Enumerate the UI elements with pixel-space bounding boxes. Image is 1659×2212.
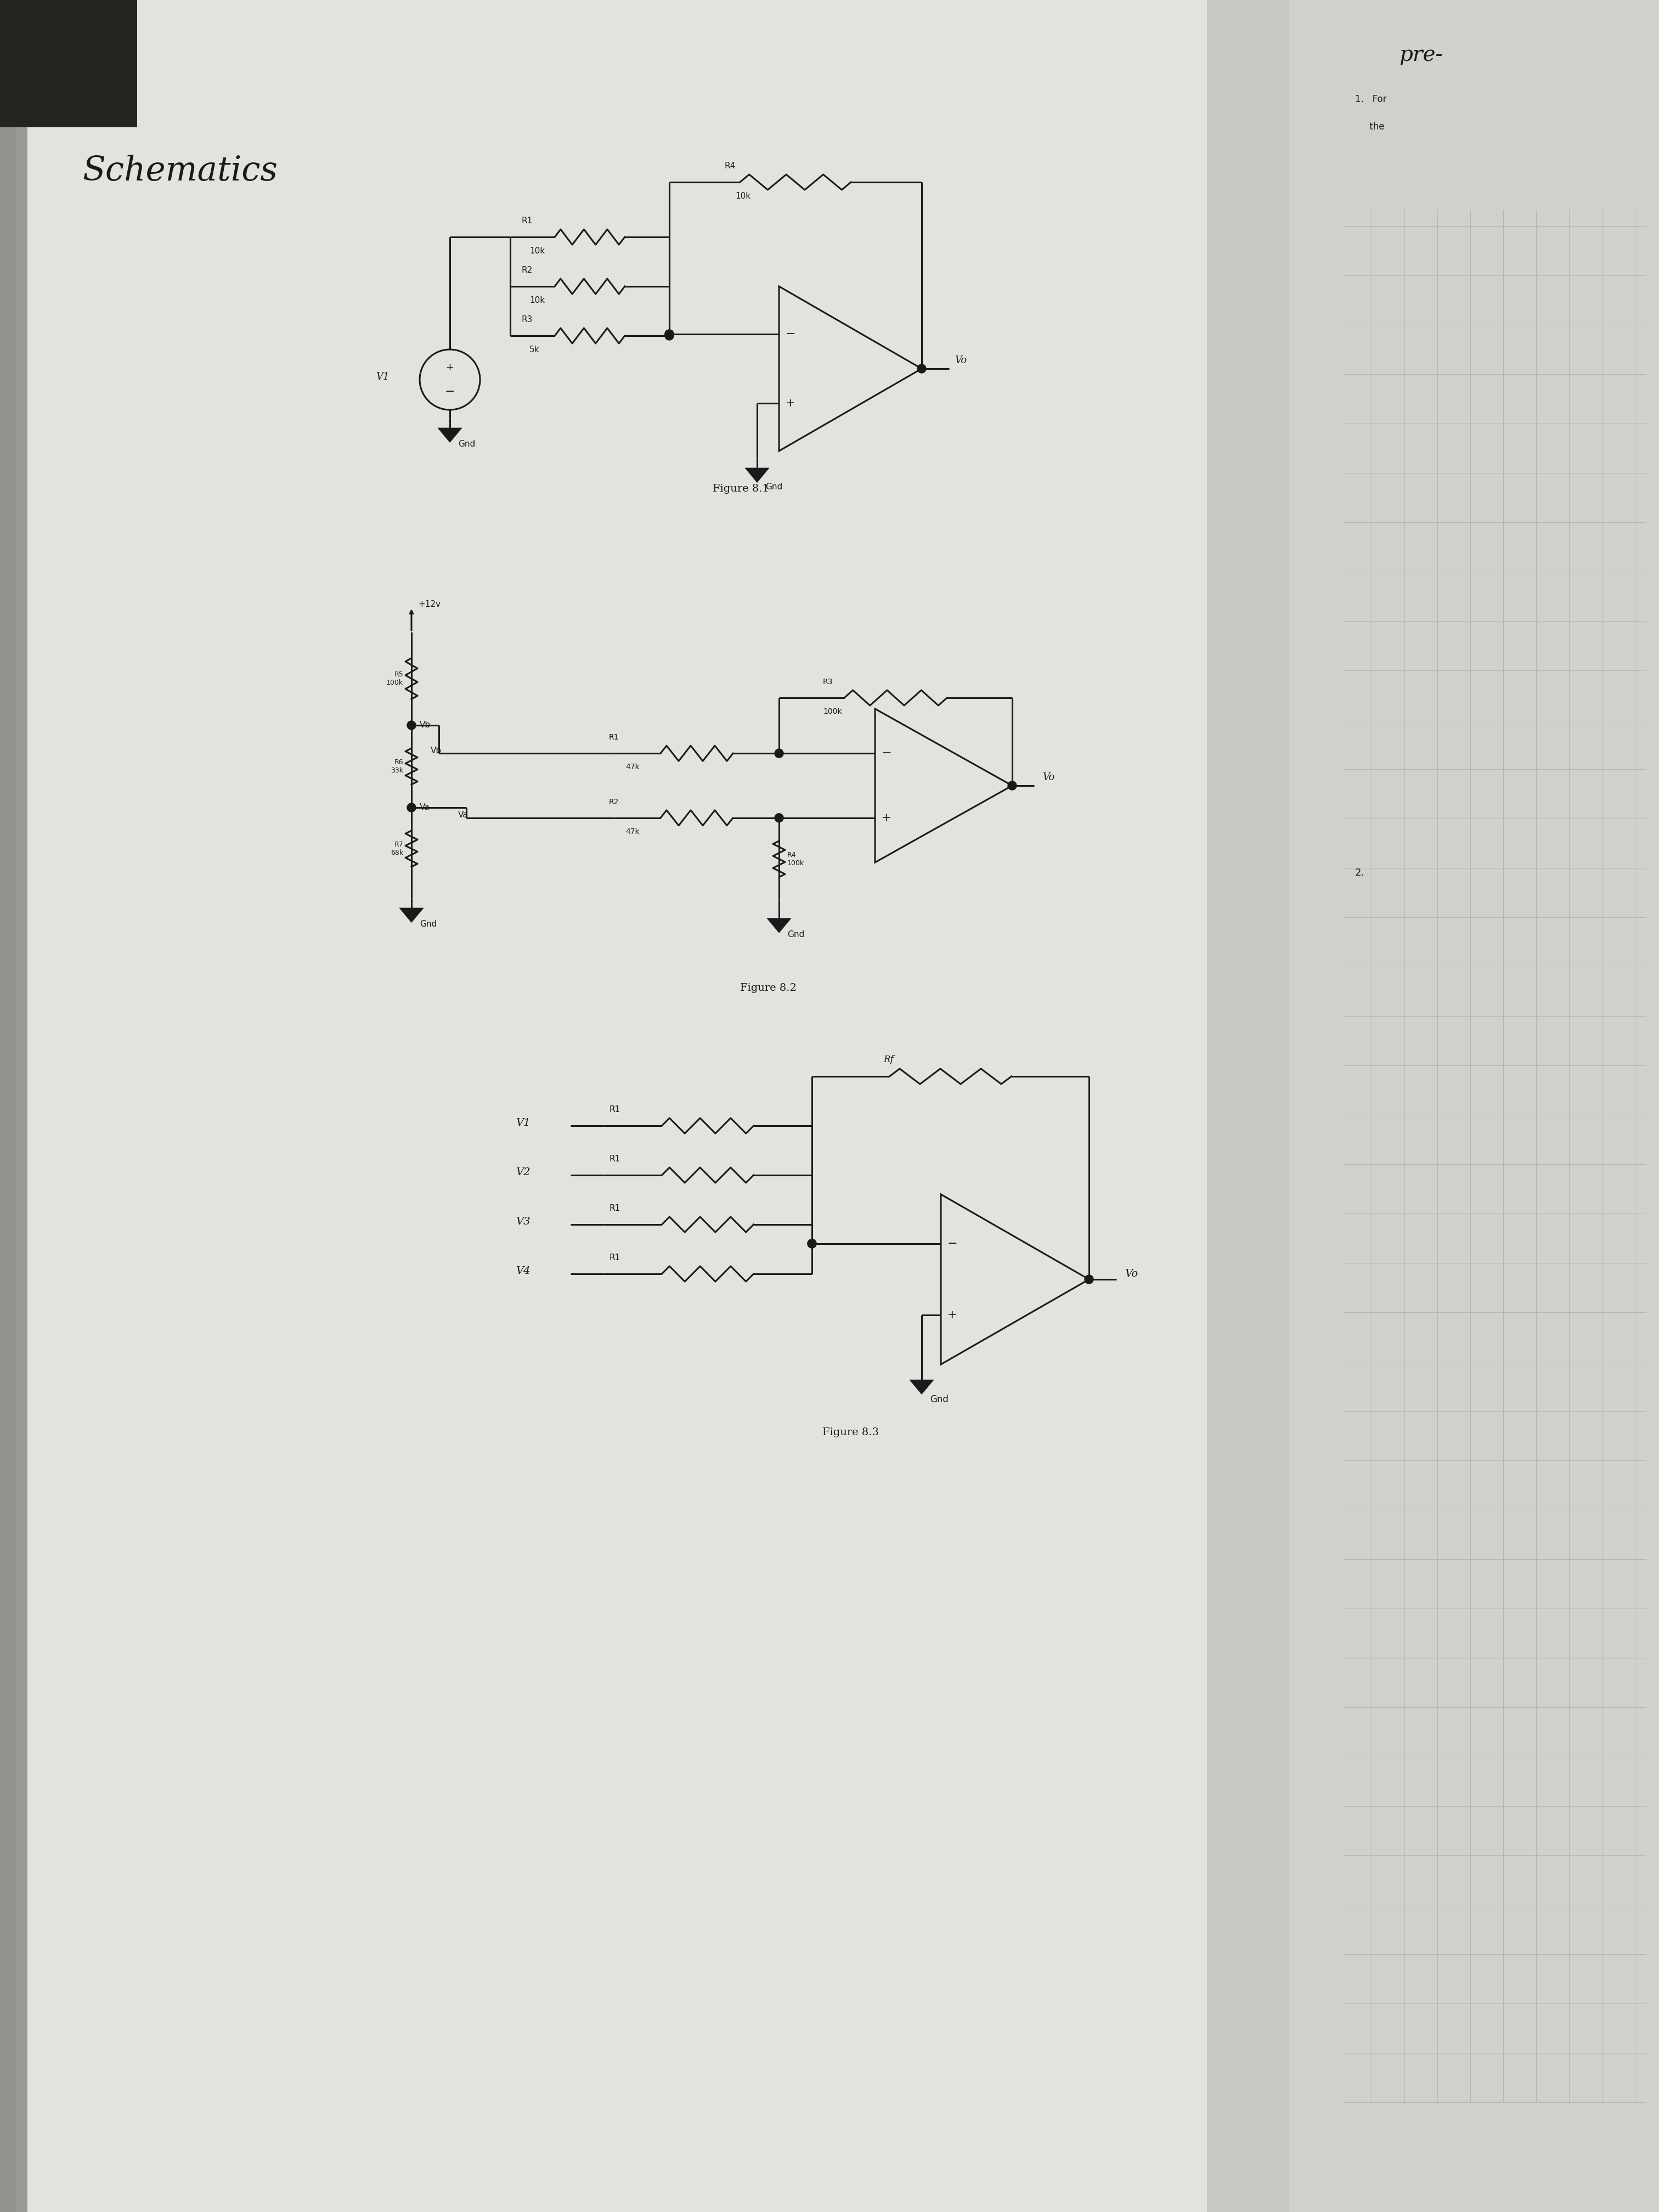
Text: V1: V1: [377, 372, 390, 383]
Text: Vb: Vb: [420, 721, 431, 730]
Text: Gnd: Gnd: [420, 920, 436, 929]
Text: −: −: [445, 387, 455, 398]
Circle shape: [665, 330, 674, 338]
Text: Gnd: Gnd: [931, 1394, 949, 1405]
Text: V1: V1: [516, 1117, 531, 1128]
Text: the: the: [1355, 122, 1384, 133]
Text: pre-: pre-: [1399, 44, 1443, 66]
Text: Gnd: Gnd: [458, 440, 474, 449]
Polygon shape: [909, 1380, 934, 1394]
Polygon shape: [400, 907, 423, 922]
Text: R1: R1: [609, 1106, 620, 1113]
Text: Figure 8.3: Figure 8.3: [823, 1427, 879, 1438]
Text: R1: R1: [609, 734, 619, 741]
Text: Gnd: Gnd: [765, 482, 783, 491]
Circle shape: [1085, 1274, 1093, 1283]
Text: Vb: Vb: [431, 745, 441, 754]
Text: 10k: 10k: [529, 248, 544, 254]
Text: Vo: Vo: [1042, 772, 1055, 783]
Bar: [0, 0, 138, 128]
Polygon shape: [766, 918, 791, 933]
Bar: [1289, 0, 1659, 2212]
Text: Rf: Rf: [883, 1055, 894, 1064]
Text: Vo: Vo: [1125, 1270, 1138, 1279]
Text: R4
100k: R4 100k: [788, 852, 805, 867]
Circle shape: [775, 750, 783, 759]
Text: Vo: Vo: [954, 356, 967, 365]
Text: 1.   For: 1. For: [1355, 95, 1387, 104]
Text: 10k: 10k: [529, 296, 544, 305]
Text: +: +: [446, 363, 455, 372]
Text: 100k: 100k: [823, 708, 841, 714]
Text: R3: R3: [521, 316, 533, 323]
Circle shape: [665, 332, 674, 341]
Bar: [1208, 0, 1659, 2212]
Text: Schematics: Schematics: [83, 155, 277, 188]
Text: −: −: [947, 1239, 957, 1250]
Circle shape: [406, 803, 416, 812]
Text: R4: R4: [725, 161, 735, 170]
Circle shape: [1007, 781, 1017, 790]
Text: +: +: [786, 398, 795, 409]
Circle shape: [665, 330, 674, 338]
Text: R6
33k: R6 33k: [390, 759, 403, 774]
Circle shape: [406, 721, 416, 730]
Text: Figure 8.1: Figure 8.1: [712, 484, 768, 493]
Text: Gnd: Gnd: [788, 931, 805, 938]
Text: 5k: 5k: [529, 345, 539, 354]
Text: R1: R1: [609, 1254, 620, 1261]
Polygon shape: [438, 427, 461, 442]
Text: −: −: [881, 748, 893, 759]
Circle shape: [808, 1239, 816, 1248]
Text: +: +: [947, 1310, 957, 1321]
Bar: [0, 0, 28, 2212]
Text: V2: V2: [516, 1168, 531, 1177]
Text: 47k: 47k: [625, 763, 639, 772]
Bar: [17, 0, 1251, 2212]
Circle shape: [775, 814, 783, 823]
Text: R7
68k: R7 68k: [390, 841, 403, 856]
Text: R2: R2: [609, 799, 619, 805]
Text: V4: V4: [516, 1265, 531, 1276]
Text: Va: Va: [420, 803, 430, 812]
Text: R1: R1: [521, 217, 533, 226]
Text: +12v: +12v: [418, 599, 441, 608]
Text: R1: R1: [609, 1155, 620, 1164]
Text: 47k: 47k: [625, 827, 639, 836]
Circle shape: [808, 1239, 816, 1248]
Circle shape: [917, 365, 926, 374]
Text: R5
100k: R5 100k: [387, 670, 403, 686]
Text: +: +: [881, 812, 891, 823]
Text: 2.: 2.: [1355, 867, 1365, 878]
Text: Va: Va: [458, 812, 468, 818]
Text: R3: R3: [823, 679, 833, 686]
Text: 10k: 10k: [735, 192, 750, 201]
Text: −: −: [786, 330, 796, 341]
Polygon shape: [745, 469, 770, 482]
Text: V3: V3: [516, 1217, 531, 1228]
Text: Figure 8.2: Figure 8.2: [740, 982, 796, 993]
Text: R2: R2: [521, 265, 533, 274]
Text: R1: R1: [609, 1203, 620, 1212]
